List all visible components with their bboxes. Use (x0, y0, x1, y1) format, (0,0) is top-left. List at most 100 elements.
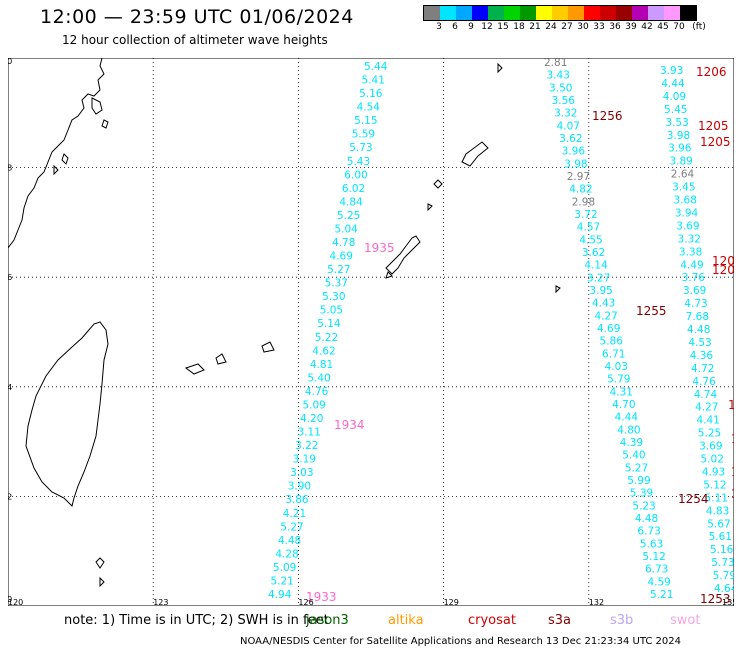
swh-value: 3.32 (554, 108, 577, 120)
colorbar-swatch (664, 6, 680, 20)
lat-lon-grid (8, 58, 734, 606)
satellite-legend-item: s3b (610, 613, 634, 628)
swh-value: 3.89 (669, 156, 692, 168)
coastline-okinawa (385, 235, 421, 275)
swh-value: 5.41 (362, 75, 385, 87)
colorbar-label: 9 (468, 22, 474, 32)
time-label: 120 (712, 254, 734, 268)
swh-value: 6.00 (344, 169, 367, 181)
colorbar-swatch (568, 6, 584, 20)
colorbar-swatch (616, 6, 632, 20)
swh-value: 4.94 (268, 589, 292, 601)
swh-value: 4.07 (557, 120, 580, 132)
swh-value: 5.99 (627, 475, 650, 487)
swh-value: 3.94 (675, 207, 699, 219)
lon-tick-label: 132 (589, 598, 604, 606)
satellite-legend-item: jason3 (306, 613, 349, 628)
lat-tick-label: 28 (8, 164, 12, 173)
swh-value: 4.57 (577, 222, 600, 234)
swh-value: 5.09 (302, 399, 325, 411)
colorbar-swatch (504, 6, 520, 20)
satellite-legend-item: cryosat (468, 613, 516, 628)
swh-value: 5.27 (625, 462, 648, 474)
footer-note: note: 1) Time is in UTC; 2) SWH is in fe… (64, 613, 329, 628)
swh-value: 4.80 (617, 424, 640, 436)
swh-value: 5.16 (359, 88, 383, 100)
coastline-daito (555, 285, 561, 294)
time-label: 1206 (696, 65, 727, 79)
swh-value: 4.28 (275, 548, 298, 560)
swh-value: 4.20 (300, 413, 323, 425)
swh-value: 3.90 (288, 481, 311, 493)
coastline-lanyu (95, 557, 105, 569)
swh-value: 3.56 (552, 95, 576, 107)
time-label: 1 (731, 432, 734, 446)
swh-value: 5.14 (317, 318, 341, 330)
swh-value: 4.27 (594, 310, 617, 322)
coastline-ishigaki (215, 353, 227, 365)
satellite-legend-item: altika (388, 613, 424, 628)
time-label: 1253 (700, 592, 731, 606)
colorbar-label: 18 (513, 22, 525, 32)
colorbar-swatch (632, 6, 648, 20)
swh-value: 3.27 (587, 272, 610, 284)
time-label: 12 (728, 398, 734, 412)
swh-value: 3.32 (678, 233, 701, 245)
swh-value: 5.61 (709, 531, 732, 543)
swh-value: 4.84 (339, 196, 363, 208)
swh-value: 4.76 (692, 376, 716, 388)
time-label: 1254 (678, 492, 709, 506)
swh-value: 5.02 (701, 454, 724, 466)
colorbar-swatch (680, 6, 696, 20)
colorbar-swatch (600, 6, 616, 20)
colorbar-swatch (584, 6, 600, 20)
swh-value: 3.98 (667, 130, 690, 142)
swh-value: 4.09 (663, 91, 686, 103)
coastline-china-inlet (91, 97, 103, 115)
swh-value: 4.74 (694, 389, 718, 401)
swh-value: 4.48 (278, 535, 301, 547)
coastline-china-island (61, 153, 69, 165)
swh-value: 4.43 (592, 298, 615, 310)
swh-value: 5.04 (334, 223, 358, 235)
swh-value: 4.21 (283, 508, 306, 520)
time-label: 1255 (636, 304, 667, 318)
time-label: 1935 (364, 241, 395, 255)
swh-value: 4.78 (332, 237, 355, 249)
swh-value: 4.48 (687, 324, 710, 336)
swh-value: 5.59 (352, 129, 375, 141)
swh-value: 3.72 (574, 209, 597, 221)
swh-value: 6.73 (645, 564, 668, 576)
coastline-okinoerabu (427, 203, 433, 212)
swh-value: 3.69 (683, 285, 706, 297)
time-label: 1256 (592, 109, 623, 123)
lat-tick-label: 22 (8, 492, 12, 501)
lat-tick-label: 30 (8, 58, 12, 66)
swh-value: 4.49 (680, 259, 703, 271)
swh-value: 2.97 (567, 171, 590, 183)
swh-value: 4.62 (312, 345, 335, 357)
time-label: 1933 (306, 590, 337, 604)
swh-value: 4.44 (661, 78, 685, 90)
coastline-taiwan (25, 321, 109, 507)
wave-height-map: 5.445.415.164.545.155.595.735.436.006.02… (8, 58, 734, 606)
satellite-legend-item: s3a (548, 613, 572, 628)
swh-value: 5.12 (703, 479, 726, 491)
swh-value: 3.03 (290, 467, 313, 479)
swh-value: 4.76 (305, 386, 329, 398)
colorbar-swatch (536, 6, 552, 20)
swh-value: 3.22 (295, 440, 318, 452)
time-label: 1934 (334, 418, 365, 432)
swh-value: 5.45 (664, 104, 687, 116)
swh-value: 5.79 (607, 374, 630, 386)
colorbar-label: 21 (529, 22, 541, 32)
colorbar-label: 45 (657, 22, 669, 32)
swh-value: 5.73 (349, 142, 372, 154)
swh-value: 4.44 (615, 412, 639, 424)
colorbar-label: 3 (436, 22, 442, 32)
time-label: 120 (712, 263, 734, 277)
colorbar-swatch (456, 6, 472, 20)
swh-value: 3.68 (674, 195, 697, 207)
swh-value: 3.98 (564, 158, 587, 170)
map-subtitle: 12 hour collection of altimeter wave hei… (62, 33, 328, 47)
